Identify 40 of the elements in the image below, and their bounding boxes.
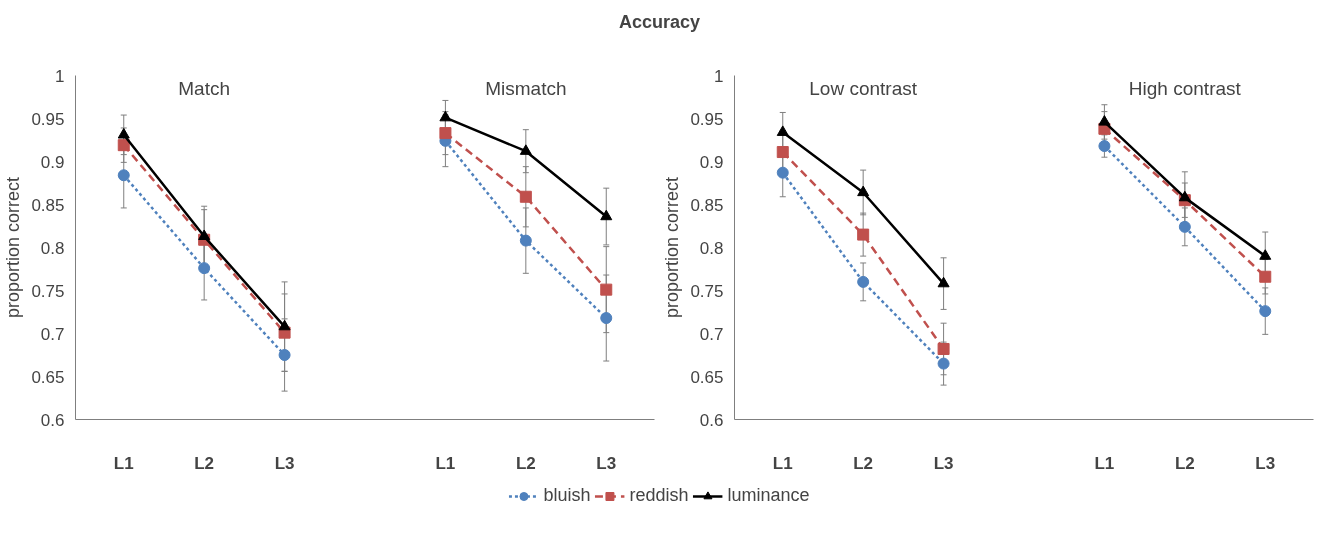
x-tick-label: L1 (113, 453, 134, 473)
y-tick-label: 0.95 (690, 109, 724, 129)
y-tick-label: 0.65 (690, 367, 724, 387)
y-tick-label: 0.8 (40, 238, 65, 258)
y-tick-label: 0.65 (31, 367, 65, 387)
x-tick-label: L2 (515, 453, 536, 473)
x-tick-label: L3 (596, 453, 617, 473)
x-tick-label: L2 (1174, 453, 1195, 473)
y-axis-title: proportion correct (662, 176, 683, 319)
annotation: High contrast (1128, 77, 1242, 99)
x-tick-label: L1 (1094, 453, 1115, 473)
x-tick-label: L3 (274, 453, 295, 473)
y-tick-label: 0.95 (31, 109, 65, 129)
y-tick-label: 0.6 (40, 410, 65, 430)
x-tick-label: L3 (933, 453, 954, 473)
y-tick-label: 0.8 (699, 238, 724, 258)
y-tick-label: 0.85 (31, 195, 65, 215)
x-tick-label: L2 (853, 453, 874, 473)
x-tick-label: L3 (1255, 453, 1276, 473)
y-tick-label: 1 (714, 66, 724, 86)
y-tick-label: 0.9 (699, 152, 724, 172)
y-tick-label: 1 (55, 66, 65, 86)
y-tick-label: 0.7 (699, 324, 724, 344)
y-tick-label: 0.7 (40, 324, 65, 344)
legend-label: luminance (727, 485, 810, 506)
legend-label: reddish (629, 485, 689, 506)
y-tick-label: 0.75 (690, 281, 724, 301)
y-axis-title: proportion correct (3, 176, 24, 319)
x-tick-label: L1 (435, 453, 456, 473)
y-tick-label: 0.9 (40, 152, 65, 172)
annotation: Low contrast (809, 77, 918, 99)
y-tick-label: 0.75 (31, 281, 65, 301)
x-tick-label: L1 (772, 453, 793, 473)
y-tick-label: 0.85 (690, 195, 724, 215)
x-tick-label: L2 (194, 453, 215, 473)
annotation: Mismatch (485, 77, 567, 99)
legend-label: bluish (543, 485, 591, 506)
annotation: Match (178, 77, 231, 99)
chart-title: Accuracy (618, 11, 701, 32)
y-tick-label: 0.6 (699, 410, 724, 430)
